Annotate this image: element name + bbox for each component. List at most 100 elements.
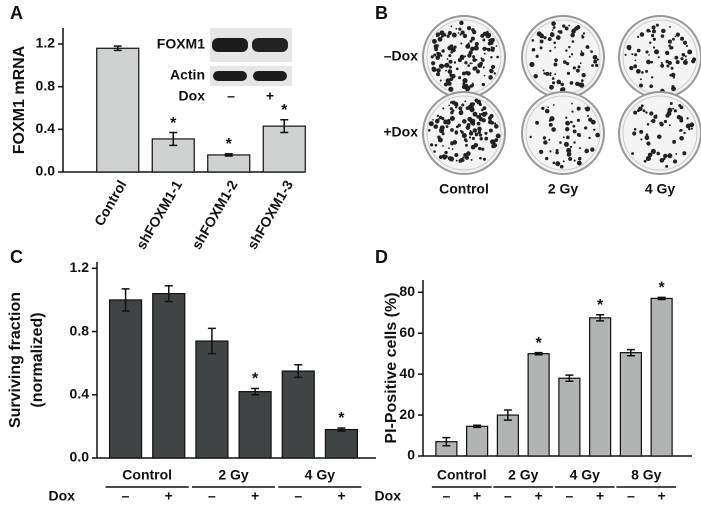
blot-band: [253, 71, 287, 81]
colony: [563, 141, 569, 147]
error-bar: [626, 348, 635, 357]
colony: [566, 152, 571, 157]
colony: [579, 147, 581, 150]
colony: [670, 72, 676, 78]
colony: [572, 66, 576, 70]
colony: [471, 47, 474, 51]
colony: [467, 64, 470, 67]
colony: [448, 65, 452, 69]
colony: [678, 115, 683, 121]
colony: [566, 147, 572, 153]
colony: [570, 53, 574, 56]
colony: [672, 107, 675, 110]
bar: [589, 317, 612, 457]
colony: [636, 48, 641, 53]
colony: [460, 42, 463, 45]
colony: [490, 64, 496, 69]
colony: [458, 27, 462, 31]
colony: [564, 26, 569, 31]
colony: [637, 35, 640, 38]
colony: [638, 106, 643, 112]
colony: [565, 120, 570, 126]
colony: [468, 50, 473, 55]
colony: [645, 69, 649, 73]
colony: [445, 119, 451, 125]
colony: [669, 102, 673, 105]
colony: [457, 58, 462, 63]
colony: [460, 109, 463, 113]
colony: [454, 106, 458, 109]
bar: [558, 377, 581, 457]
colony: [680, 57, 684, 61]
colony: [565, 127, 570, 132]
colony: [470, 158, 473, 161]
blot-band: [212, 38, 248, 52]
bar: [496, 414, 519, 457]
error-bar: [280, 118, 289, 134]
bar: [619, 352, 642, 457]
colony: [439, 79, 442, 82]
dox-sign: –: [122, 488, 130, 504]
colony: [645, 111, 648, 114]
blot-label: FOXM1: [157, 36, 205, 52]
colony: [481, 108, 484, 112]
colony: [464, 155, 470, 160]
colony: [445, 78, 451, 84]
y-axis-label: (normalized): [29, 312, 46, 407]
colony: [573, 159, 576, 162]
colony: [441, 117, 445, 121]
plate-rim: [525, 95, 601, 171]
colony: [565, 116, 568, 119]
colony: [450, 50, 454, 54]
colony-plates: –Dox +Dox Control 2 Gy 4 Gy: [383, 15, 701, 197]
error-bar: [251, 387, 260, 396]
colony: [481, 111, 487, 117]
colony: [461, 71, 466, 76]
colony: [471, 102, 475, 106]
colony: [540, 34, 543, 37]
colony: [685, 58, 687, 61]
colony: [651, 25, 656, 30]
colony: [632, 131, 637, 136]
colony: [551, 81, 556, 85]
colony: [577, 65, 581, 69]
colony: [675, 32, 680, 37]
colony: [584, 126, 588, 130]
colony: [633, 110, 638, 115]
significance-mark: *: [281, 102, 288, 119]
colony: [473, 142, 479, 148]
colony: [679, 105, 684, 110]
colony: [476, 115, 480, 119]
significance-mark: *: [536, 335, 543, 352]
colony: [640, 104, 644, 108]
colony: [634, 53, 638, 57]
colony: [642, 109, 646, 113]
colony: [667, 107, 673, 113]
colony: [541, 106, 545, 111]
colony: [674, 55, 679, 60]
colony: [624, 53, 627, 56]
colony: [645, 133, 649, 136]
colony: [472, 128, 478, 133]
bar: [281, 370, 315, 459]
colony: [489, 113, 494, 119]
group-label: 4 Gy: [305, 467, 336, 483]
colony: [539, 46, 543, 50]
panel-letter: B: [375, 3, 388, 23]
colony: [493, 72, 497, 75]
colony: [554, 26, 556, 28]
colony: [568, 45, 571, 49]
colony: [494, 124, 499, 129]
colony: [446, 58, 449, 60]
bar: [152, 293, 186, 459]
colony: [469, 129, 472, 132]
colony: [688, 127, 691, 131]
colony: [474, 132, 479, 137]
colony: [482, 157, 487, 161]
colony: [643, 159, 647, 163]
colony: [570, 120, 573, 124]
colony: [442, 64, 446, 68]
colony: [671, 86, 676, 92]
